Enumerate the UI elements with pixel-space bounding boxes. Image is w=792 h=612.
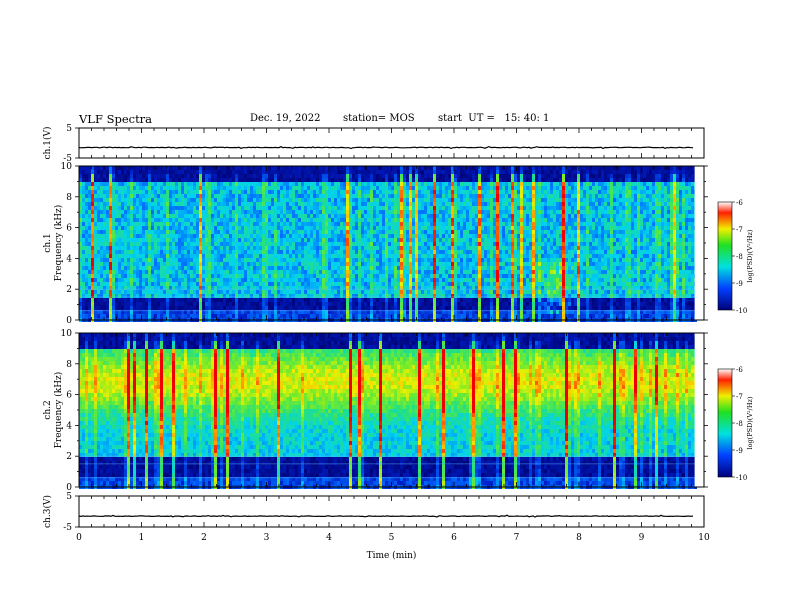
x-tick-label: 1 (139, 533, 145, 543)
start-time-label: start UT = 15: 40: 1 (438, 113, 550, 124)
x-tick-label: 10 (698, 533, 710, 543)
colorbar-tick-label: -6 (736, 199, 743, 207)
colorbar-tick-label: -9 (736, 447, 743, 455)
x-axis-label: Time (min) (367, 550, 417, 561)
y-tick-label: 4 (66, 421, 72, 431)
y-tick-label: 8 (66, 360, 72, 370)
x-tick-label: 2 (201, 533, 207, 543)
y-tick-label: 0 (66, 316, 72, 326)
y-tick-label: -5 (63, 523, 72, 533)
y-axis-label: Frequency (kHz) (53, 372, 64, 449)
colorbar-label: log(PSD)(V²/Hz) (746, 229, 754, 282)
y-tick-label: 5 (66, 492, 72, 502)
colorbar-tick-label: -8 (736, 253, 743, 261)
y-tick-label: 8 (66, 193, 72, 203)
x-tick-label: 5 (389, 533, 395, 543)
y-axis-label: Frequency (kHz) (53, 205, 64, 282)
colorbar-tick-label: -9 (736, 280, 743, 288)
y-axis-label: ch.1 (43, 233, 53, 252)
x-tick-label: 3 (264, 533, 270, 543)
ch2-spectrogram-image (79, 333, 704, 489)
colorbar (717, 368, 733, 478)
y-axis-label: ch.1(V) (42, 127, 53, 160)
y-tick-label: 5 (66, 124, 72, 134)
ch1-waveform-trace (78, 145, 693, 150)
x-tick-label: 0 (76, 533, 82, 543)
colorbar-tick-label: -7 (736, 393, 743, 401)
y-tick-label: 10 (61, 162, 73, 172)
y-tick-label: 6 (66, 224, 72, 234)
y-tick-label: 2 (66, 285, 72, 295)
colorbar-tick-label: -8 (736, 420, 743, 428)
colorbar-tick-label: -10 (736, 307, 747, 315)
ch3-waveform-trace (78, 514, 694, 518)
y-tick-label: -5 (63, 154, 72, 164)
y-tick-label: 6 (66, 391, 72, 401)
x-tick-label: 7 (514, 533, 520, 543)
colorbar (717, 201, 733, 311)
x-tick-label: 8 (576, 533, 582, 543)
colorbar-tick-label: -10 (736, 474, 747, 482)
chart-title: VLF Spectra (79, 112, 153, 126)
x-tick-label: 6 (451, 533, 457, 543)
station-label: station= MOS (343, 113, 415, 124)
y-tick-label: 4 (66, 254, 72, 264)
date-label: Dec. 19, 2022 (250, 113, 321, 124)
x-tick-label: 9 (639, 533, 645, 543)
y-tick-label: 0 (66, 483, 72, 493)
y-tick-label: 2 (66, 452, 72, 462)
y-tick-label: 10 (61, 329, 73, 339)
y-axis-label: ch.3(V) (42, 495, 53, 528)
colorbar-tick-label: -7 (736, 226, 743, 234)
no-data-region (694, 333, 704, 487)
x-tick-label: 4 (326, 533, 332, 543)
y-axis-label: ch.2 (43, 400, 53, 419)
no-data-region (694, 166, 704, 320)
colorbar-label: log(PSD)(V²/Hz) (746, 396, 754, 449)
colorbar-tick-label: -6 (736, 366, 743, 374)
ch1-spectrogram-image (79, 166, 704, 322)
